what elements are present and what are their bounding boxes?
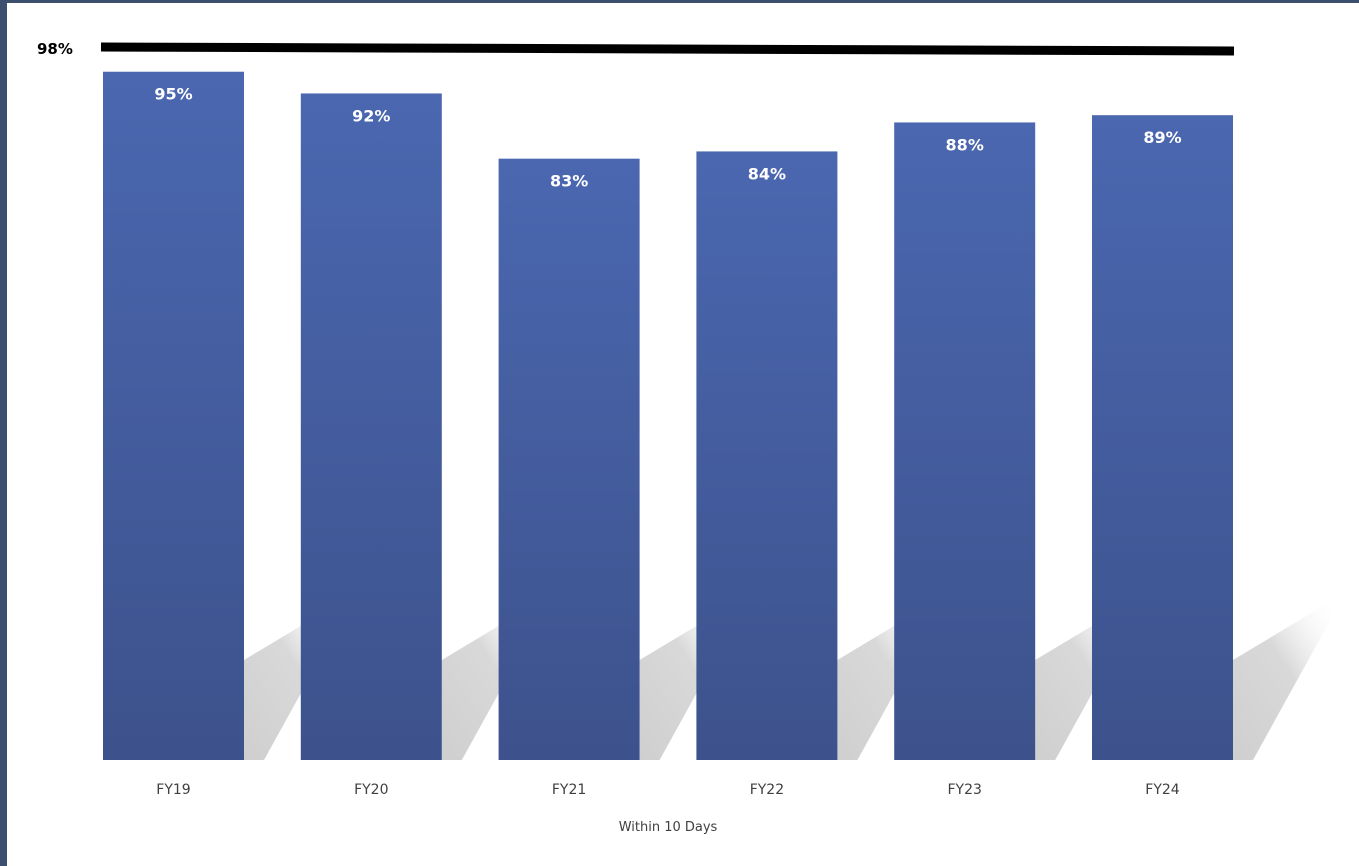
tick-label-fy22: FY22 [750,782,784,798]
tick-label-fy20: FY20 [354,782,388,798]
bar-fy24 [1092,115,1233,760]
target-group: 98% [37,40,1235,58]
data-label-fy20: 92% [352,106,390,125]
data-label-fy21: 83% [550,172,588,191]
tick-label-fy23: FY23 [947,782,981,798]
data-label-fy24: 89% [1143,128,1181,147]
bar-fy23 [894,122,1036,760]
target-label: 98% [37,40,73,58]
x-axis-title: Within 10 Days [619,820,718,835]
bar-fy22 [696,151,838,761]
bar-shadow [1233,600,1336,760]
data-label-fy19: 95% [154,85,192,104]
tick-label-fy24: FY24 [1145,782,1180,798]
tick-label-fy21: FY21 [552,782,586,798]
bars-group: 95% 92% 83% 84% 88% 89% [103,71,1233,761]
target-line [100,42,1235,56]
bar-fy20 [300,93,442,760]
data-label-fy23: 88% [946,135,984,154]
bar-fy21 [498,158,640,761]
data-label-fy22: 84% [748,164,786,183]
x-axis-ticks: FY19 FY20 FY21 FY22 FY23 FY24 [156,782,1180,798]
tick-label-fy19: FY19 [156,782,190,798]
bar-fy19 [103,71,244,761]
